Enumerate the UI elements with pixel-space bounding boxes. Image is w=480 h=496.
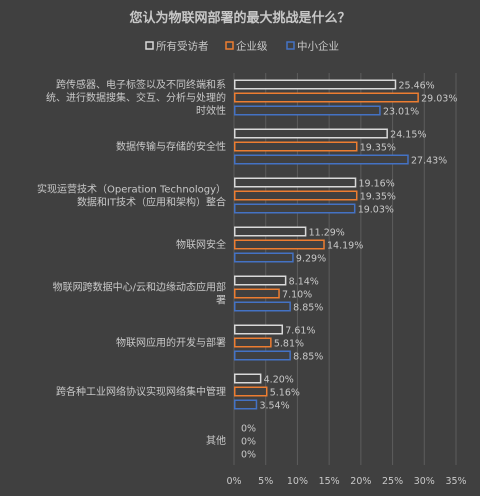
bar	[234, 177, 357, 188]
chart-title: 您认为物联网部署的最大挑战是什么？	[129, 10, 350, 26]
bar	[234, 350, 291, 361]
legend-swatch	[286, 41, 295, 50]
data-label: 7.10%	[282, 289, 312, 300]
data-label: 27.43%	[411, 155, 447, 166]
data-label: 14.19%	[327, 240, 363, 251]
category-label: 物联网跨数据中心/云和边缘动态应用部署	[53, 281, 226, 307]
x-tick-label: 20%	[350, 476, 371, 487]
category-label-line: 时效性	[196, 104, 226, 117]
bars: 25.46% 29.03%23.01% 24.15% 19.35% 27.43% 19.1…	[234, 79, 457, 460]
bar	[234, 105, 381, 116]
category-label-line: 数据和IT技术（应用和架构）整合	[77, 196, 226, 209]
bar	[234, 324, 284, 335]
data-label: 19.16%	[359, 178, 395, 189]
category-label-line: 物联网安全	[176, 238, 226, 251]
data-label: 25.46%	[398, 80, 434, 91]
bar	[234, 399, 258, 410]
category-labels: 跨传感器、电子标签以及不同终端和系统、进行数据搜集、交互、分析与处理的时效性数据…	[37, 78, 226, 447]
category-label-line: 统、进行数据搜集、交互、分析与处理的	[46, 91, 226, 104]
legend-label: 所有受访者	[156, 40, 209, 53]
data-label: 24.15%	[390, 129, 426, 140]
legend: 所有受访者 企业级 中小企业	[145, 40, 339, 53]
bar	[234, 275, 287, 286]
category-label: 跨传感器、电子标签以及不同终端和系统、进行数据搜集、交互、分析与处理的时效性	[46, 78, 226, 117]
category-label-line: 物联网跨数据中心/云和边缘动态应用部	[53, 281, 226, 294]
data-label: 8.14%	[289, 276, 319, 287]
data-label: 0%	[241, 436, 256, 447]
bar	[234, 141, 358, 152]
category-label-line: 跨各种工业网络协议实现网络集中管理	[56, 385, 226, 398]
data-label: 19.35%	[360, 191, 396, 202]
bar	[234, 190, 358, 201]
data-label: 0%	[241, 449, 256, 460]
bar	[234, 288, 280, 299]
category-label: 其他	[206, 434, 226, 447]
bar	[234, 154, 409, 165]
category-label-line: 跨传感器、电子标签以及不同终端和系	[56, 78, 226, 91]
data-label: 29.03%	[421, 93, 457, 104]
x-tick-label: 15%	[319, 476, 340, 487]
category-label-line: 数据传输与存储的安全性	[116, 140, 226, 153]
x-tick-label: 25%	[382, 476, 403, 487]
data-label: 11.29%	[309, 227, 345, 238]
data-label: 19.03%	[358, 204, 394, 215]
legend-swatch	[225, 41, 234, 50]
category-label: 数据传输与存储的安全性	[116, 140, 226, 153]
category-label: 实现运营技术（Operation Technology）数据和IT技术（应用和架…	[37, 183, 226, 209]
x-tick-label: 5%	[258, 476, 273, 487]
category-label-line: 其他	[206, 434, 226, 447]
bar	[234, 79, 397, 90]
legend-label: 中小企业	[297, 40, 339, 53]
x-tick-label: 10%	[287, 476, 308, 487]
bar	[234, 226, 307, 237]
data-label: 0%	[241, 423, 256, 434]
data-label: 5.81%	[274, 338, 304, 349]
legend-label: 企业级	[236, 40, 268, 53]
x-tick-label: 30%	[414, 476, 435, 487]
data-label: 9.29%	[296, 253, 326, 264]
data-label: 4.20%	[264, 374, 294, 385]
data-label: 19.35%	[360, 142, 396, 153]
category-label: 物联网应用的开发与部署	[116, 336, 226, 349]
x-tick-labels: 0% 5% 10% 15% 20% 25% 30% 35%	[226, 476, 466, 487]
category-label-line: 实现运营技术（Operation Technology）	[37, 183, 226, 196]
data-label: 7.61%	[285, 325, 315, 336]
bar	[234, 252, 294, 263]
bar	[234, 203, 356, 214]
bar	[234, 92, 419, 103]
data-label: 23.01%	[383, 106, 419, 117]
data-label: 3.54%	[259, 400, 289, 411]
bar	[234, 301, 291, 312]
data-label: 5.16%	[270, 387, 300, 398]
category-label-line: 署	[216, 295, 226, 307]
data-label: 8.85%	[293, 351, 323, 362]
legend-swatch	[145, 41, 154, 50]
x-tick-label: 35%	[445, 476, 466, 487]
bar	[234, 239, 325, 250]
category-label-line: 物联网应用的开发与部署	[116, 336, 226, 349]
bar	[234, 373, 262, 384]
bar	[234, 128, 388, 139]
bar	[234, 386, 268, 397]
bar	[234, 337, 272, 348]
category-label: 物联网安全	[176, 238, 226, 251]
data-label: 8.85%	[293, 302, 323, 313]
category-label: 跨各种工业网络协议实现网络集中管理	[56, 385, 226, 398]
x-tick-label: 0%	[226, 476, 241, 487]
